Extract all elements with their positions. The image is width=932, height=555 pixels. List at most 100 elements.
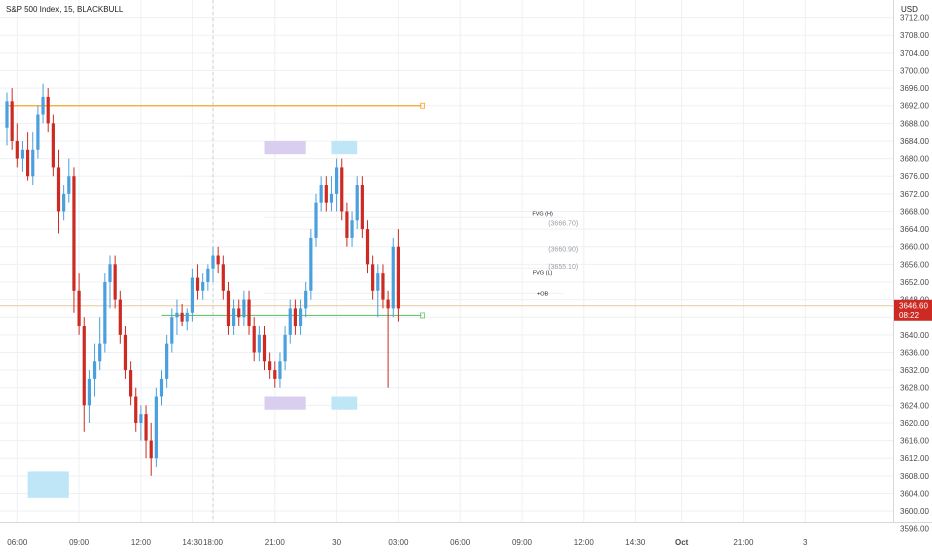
candle-body[interactable] <box>170 317 174 344</box>
candle-body[interactable] <box>149 440 153 459</box>
candle[interactable] <box>108 255 112 309</box>
candle[interactable] <box>190 268 194 322</box>
candle[interactable] <box>278 352 282 388</box>
candle[interactable] <box>87 370 91 423</box>
candle[interactable] <box>324 176 328 212</box>
candle[interactable] <box>20 140 25 172</box>
candle[interactable] <box>201 273 205 300</box>
candle-layer[interactable] <box>5 83 400 476</box>
candle[interactable] <box>232 299 236 335</box>
candle-body[interactable] <box>87 378 91 406</box>
candle-body[interactable] <box>46 96 50 124</box>
candle-body[interactable] <box>298 308 303 327</box>
candle-body[interactable] <box>360 185 364 230</box>
candle-body[interactable] <box>62 193 66 212</box>
candle[interactable] <box>273 361 277 388</box>
candle-body[interactable] <box>381 273 385 300</box>
candle-body[interactable] <box>262 334 267 362</box>
candle[interactable] <box>56 149 61 234</box>
candle[interactable] <box>129 361 133 406</box>
candle[interactable] <box>355 176 359 230</box>
candle[interactable] <box>242 290 246 327</box>
candle-body[interactable] <box>129 370 133 397</box>
candle-body[interactable] <box>144 414 148 441</box>
candle-body[interactable] <box>293 308 297 327</box>
candle-body[interactable] <box>237 308 241 318</box>
candle-body[interactable] <box>77 290 81 327</box>
candle-body[interactable] <box>319 185 323 203</box>
candle[interactable] <box>350 211 354 247</box>
candle-body[interactable] <box>113 264 117 300</box>
candle-body[interactable] <box>242 299 246 318</box>
candle-body[interactable] <box>195 277 200 291</box>
candle-body[interactable] <box>283 334 287 362</box>
candle-body[interactable] <box>396 246 400 309</box>
candle[interactable] <box>211 246 215 282</box>
candle-body[interactable] <box>345 211 349 238</box>
candle-body[interactable] <box>216 255 220 265</box>
candle[interactable] <box>335 158 339 212</box>
candle-body[interactable] <box>190 277 194 313</box>
candle-body[interactable] <box>211 255 215 269</box>
candle-body[interactable] <box>185 312 189 322</box>
candle-body[interactable] <box>31 149 35 177</box>
candle[interactable] <box>283 326 287 371</box>
candle-body[interactable] <box>324 185 328 203</box>
candle-body[interactable] <box>180 312 184 322</box>
candle-body[interactable] <box>20 149 25 159</box>
candle[interactable] <box>360 176 364 238</box>
candle-body[interactable] <box>304 290 308 309</box>
candle[interactable] <box>365 220 370 274</box>
candle[interactable] <box>144 405 148 459</box>
candle-body[interactable] <box>82 326 86 406</box>
candle[interactable] <box>257 326 261 362</box>
candle-body[interactable] <box>26 149 30 177</box>
candle[interactable] <box>268 352 272 379</box>
candle[interactable] <box>139 405 143 441</box>
candle[interactable] <box>391 237 395 318</box>
candle[interactable] <box>15 123 19 168</box>
candle[interactable] <box>154 387 158 468</box>
candle[interactable] <box>226 281 231 335</box>
candle-body[interactable] <box>355 185 359 221</box>
candle[interactable] <box>98 317 102 371</box>
candle-body[interactable] <box>108 264 112 282</box>
candle-body[interactable] <box>226 290 231 327</box>
candle-body[interactable] <box>221 264 225 291</box>
candle-body[interactable] <box>92 361 97 379</box>
candle-body[interactable] <box>288 308 292 335</box>
candle[interactable] <box>247 290 251 335</box>
candle-body[interactable] <box>36 114 40 150</box>
candle-body[interactable] <box>365 229 370 265</box>
candle-body[interactable] <box>309 237 313 291</box>
candle-body[interactable] <box>391 246 395 309</box>
candle[interactable] <box>309 229 313 300</box>
candle[interactable] <box>26 132 30 181</box>
candle-body[interactable] <box>278 361 282 379</box>
candle[interactable] <box>195 264 200 300</box>
candle[interactable] <box>77 273 81 335</box>
candle[interactable] <box>386 290 390 388</box>
candle[interactable] <box>46 88 50 133</box>
candle[interactable] <box>314 193 318 247</box>
candle-body[interactable] <box>232 308 236 327</box>
candle-body[interactable] <box>273 370 277 379</box>
candle-body[interactable] <box>154 396 158 459</box>
candle-body[interactable] <box>206 268 210 282</box>
candle[interactable] <box>165 334 169 388</box>
candle[interactable] <box>92 343 97 397</box>
candle[interactable] <box>381 264 385 309</box>
candle[interactable] <box>345 202 349 247</box>
candle-body[interactable] <box>335 167 339 194</box>
candle-body[interactable] <box>159 378 164 397</box>
candle[interactable] <box>118 290 122 344</box>
time-axis[interactable]: 06:00 09:00 12:00 14:30 18:00 21:00 30 03:00 06:… <box>7 538 808 547</box>
candle[interactable] <box>82 317 86 432</box>
candle-body[interactable] <box>67 176 71 194</box>
candle-body[interactable] <box>329 193 334 203</box>
candle[interactable] <box>51 114 55 177</box>
candle-body[interactable] <box>56 167 61 212</box>
candle-body[interactable] <box>98 343 102 362</box>
